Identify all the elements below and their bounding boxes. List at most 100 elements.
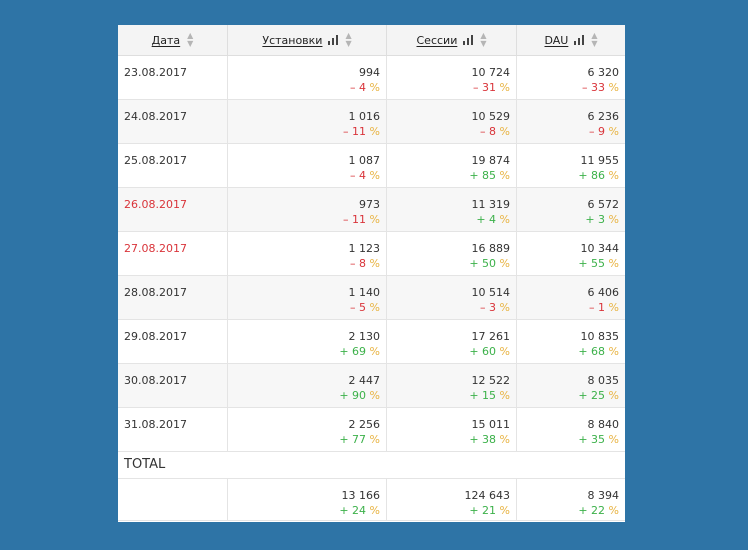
- sort-icon[interactable]: ▲ ▼: [480, 31, 487, 48]
- percent-sign: %: [369, 169, 380, 182]
- date-cell: 26.08.2017: [118, 188, 228, 231]
- sessions-cell: 19 874 + 85 %: [387, 144, 517, 187]
- delta-sign: +: [469, 345, 479, 358]
- delta-number: 38: [482, 433, 497, 446]
- percent-sign: %: [608, 213, 619, 226]
- cell-delta: + 22 %: [523, 503, 619, 518]
- cell-delta: + 85 %: [393, 168, 510, 183]
- cell-value: 10 835: [580, 330, 620, 343]
- cell-delta: + 4 %: [393, 212, 510, 227]
- delta-sign: +: [469, 389, 479, 402]
- percent-sign: %: [608, 301, 619, 314]
- cell-delta: – 31 %: [393, 80, 510, 95]
- sort-icon[interactable]: ▲ ▼: [187, 31, 194, 48]
- cell-delta: – 1 %: [523, 300, 619, 315]
- delta-sign: +: [578, 389, 588, 402]
- cell-value: 8 035: [587, 374, 620, 387]
- cell-value: 2 256: [348, 418, 381, 431]
- delta-number: 5: [359, 301, 367, 314]
- percent-sign: %: [499, 169, 510, 182]
- cell-value: 973: [359, 198, 380, 211]
- delta-sign: +: [339, 389, 349, 402]
- cell-delta: + 68 %: [523, 344, 619, 359]
- percent-sign: %: [608, 81, 619, 94]
- delta-number: 9: [598, 125, 606, 138]
- cell-value: 1 140: [348, 286, 381, 299]
- cell-delta: + 86 %: [523, 168, 619, 183]
- cell-value: 11 955: [580, 154, 620, 167]
- delta-number: 50: [482, 257, 497, 270]
- percent-sign: %: [608, 125, 619, 138]
- column-header-sessions-label[interactable]: Сессии: [416, 33, 458, 47]
- sessions-cell: 16 889 + 50 %: [387, 232, 517, 275]
- delta-sign: –: [343, 213, 349, 226]
- cell-delta: + 21 %: [393, 503, 510, 518]
- delta-number: 11: [352, 125, 367, 138]
- cell-value: 1 016: [348, 110, 381, 123]
- delta-number: 8: [489, 125, 497, 138]
- delta-number: 69: [352, 345, 367, 358]
- column-header-date-label[interactable]: Дата: [151, 33, 181, 47]
- cell-delta: + 50 %: [393, 256, 510, 271]
- sessions-cell: 15 011 + 38 %: [387, 408, 517, 451]
- bar-chart-icon[interactable]: [463, 35, 474, 45]
- delta-sign: –: [350, 301, 356, 314]
- cell-value: 11 319: [471, 198, 511, 211]
- cell-delta: + 60 %: [393, 344, 510, 359]
- installs-cell: 1 123– 8 %: [228, 232, 387, 275]
- cell-value: 994: [359, 66, 380, 79]
- cell-delta: – 3 %: [393, 300, 510, 315]
- column-header-sessions[interactable]: Сессии ▲ ▼: [387, 25, 517, 55]
- column-header-dau[interactable]: DAU ▲ ▼: [517, 25, 625, 55]
- delta-number: 86: [591, 169, 606, 182]
- delta-number: 4: [489, 213, 497, 226]
- delta-value: +: [469, 504, 479, 517]
- percent-sign: %: [499, 257, 510, 270]
- sort-icon[interactable]: ▲ ▼: [591, 31, 598, 48]
- column-header-installs[interactable]: Установки ▲ ▼: [228, 25, 387, 55]
- percent-sign: %: [369, 389, 380, 402]
- bar-chart-icon[interactable]: [328, 35, 339, 45]
- cell-value: 10 344: [580, 242, 620, 255]
- cell-value: 19 874: [471, 154, 511, 167]
- date-cell: 25.08.2017: [118, 144, 228, 187]
- cell-value: 8 840: [587, 418, 620, 431]
- dau-cell: 6 406– 1 %: [517, 276, 625, 319]
- column-header-date[interactable]: Дата ▲ ▼: [118, 25, 228, 55]
- delta-number: 8: [359, 257, 367, 270]
- cell-delta: – 8 %: [393, 124, 510, 139]
- table-row: 26.08.2017 973– 11 % 11 319 + 4 % 6 572 + 3 %: [118, 188, 625, 232]
- stats-table: Дата ▲ ▼ Установки ▲ ▼ Сессии ▲ ▼ DAU ▲ ▼ 23…: [118, 25, 625, 522]
- date-cell: 29.08.2017: [118, 320, 228, 363]
- column-header-installs-label[interactable]: Установки: [262, 33, 323, 47]
- sessions-cell: 10 514– 3 %: [387, 276, 517, 319]
- column-header-dau-label[interactable]: DAU: [544, 33, 569, 47]
- delta-sign: +: [339, 345, 349, 358]
- delta-value: +: [578, 504, 588, 517]
- cell-value: 10 514: [471, 286, 511, 299]
- installs-cell: 2 130 + 69 %: [228, 320, 387, 363]
- percent-sign: %: [369, 213, 380, 226]
- delta-number: 68: [591, 345, 606, 358]
- table-row: 28.08.2017 1 140– 5 % 10 514– 3 % 6 406– 1 …: [118, 276, 625, 320]
- delta-sign: +: [578, 345, 588, 358]
- sessions-cell: 11 319 + 4 %: [387, 188, 517, 231]
- dau-cell: 10 835 + 68 %: [517, 320, 625, 363]
- delta-sign: +: [469, 433, 479, 446]
- delta-sign: +: [476, 213, 486, 226]
- delta-sign: –: [582, 81, 588, 94]
- delta-sign: –: [343, 125, 349, 138]
- percent-sign: %: [499, 504, 510, 517]
- sort-icon[interactable]: ▲ ▼: [345, 31, 352, 48]
- cell-value: 17 261: [471, 330, 511, 343]
- bar-chart-icon[interactable]: [574, 35, 585, 45]
- delta-sign: –: [473, 81, 479, 94]
- delta-number: 3: [598, 213, 606, 226]
- delta-sign: –: [480, 125, 486, 138]
- delta-sign: –: [350, 257, 356, 270]
- cell-value: 6 406: [587, 286, 620, 299]
- installs-cell: 994– 4 %: [228, 56, 387, 99]
- installs-cell: 973– 11 %: [228, 188, 387, 231]
- delta-sign: –: [589, 301, 595, 314]
- cell-value: 2 130: [348, 330, 381, 343]
